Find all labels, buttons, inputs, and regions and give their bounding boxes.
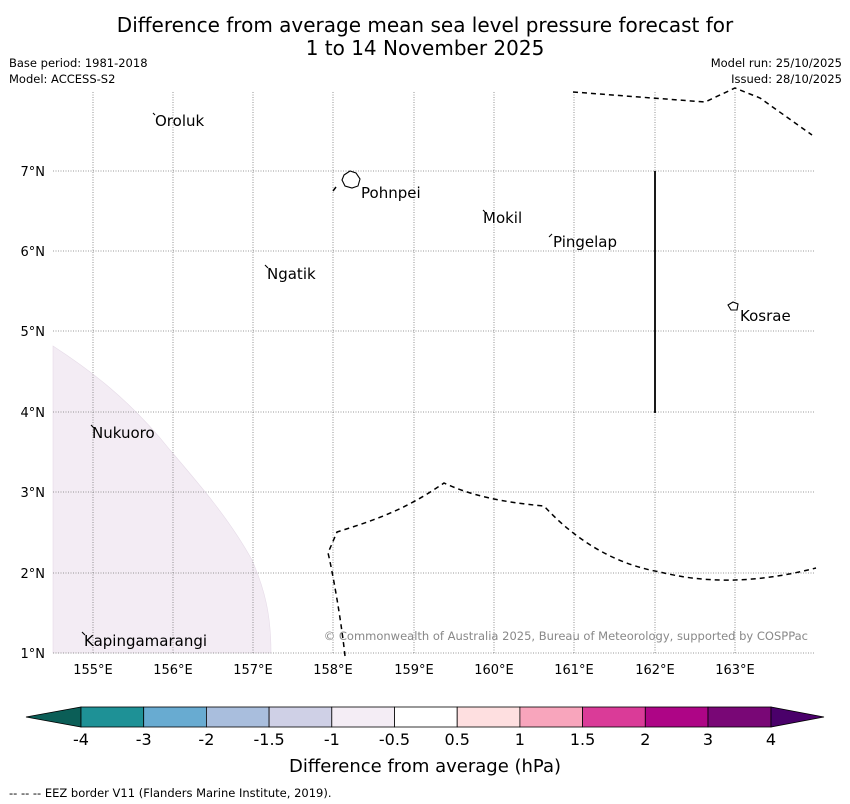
lat-label: 4°N xyxy=(21,406,46,421)
colorbar-label: 4 xyxy=(766,730,776,749)
lon-axis-labels: 155°E 156°E 157°E 158°E 159°E 160°E 161°… xyxy=(73,663,755,678)
lon-label: 156°E xyxy=(153,663,193,678)
label-pohnpei: Pohnpei xyxy=(361,184,421,202)
ngatik-atoll-mark xyxy=(264,264,269,269)
model-text: Model: ACCESS-S2 xyxy=(9,72,116,86)
lon-label: 160°E xyxy=(474,663,514,678)
oroluk-atoll-mark xyxy=(152,112,156,116)
colorbar-label: 0.5 xyxy=(444,730,469,749)
lon-label: 157°E xyxy=(233,663,273,678)
label-nukuoro: Nukuoro xyxy=(92,424,155,442)
lon-label: 155°E xyxy=(73,663,113,678)
pingelap-atoll-mark xyxy=(548,233,553,238)
colorbar-label: 2 xyxy=(640,730,650,749)
colorbar-label: -1 xyxy=(324,730,340,749)
colorbar-bin xyxy=(331,706,395,728)
lon-label: 163°E xyxy=(715,663,755,678)
colorbar-label: -1.5 xyxy=(253,730,284,749)
lon-label: 159°E xyxy=(394,663,434,678)
title-line-2: 1 to 14 November 2025 xyxy=(305,36,545,60)
colorbar-label: -0.5 xyxy=(379,730,410,749)
copyright-text: © Commonwealth of Australia 2025, Bureau… xyxy=(324,629,808,643)
lat-label: 7°N xyxy=(21,165,46,180)
kosrae-island-outline xyxy=(727,301,739,311)
colorbar-bin xyxy=(80,706,145,728)
colorbar-bin xyxy=(143,706,207,728)
lat-label: 3°N xyxy=(21,486,46,501)
label-ngatik: Ngatik xyxy=(267,265,316,283)
lon-label: 162°E xyxy=(635,663,675,678)
label-kapingamarangi: Kapingamarangi xyxy=(84,632,207,650)
islands xyxy=(81,112,739,636)
issued-text: Issued: 28/10/2025 xyxy=(731,72,842,86)
label-oroluk: Oroluk xyxy=(155,112,204,130)
eez-footnote: -- -- -- EEZ border V11 (Flanders Marine… xyxy=(9,786,332,800)
lat-label: 6°N xyxy=(21,245,46,260)
title-line-1: Difference from average mean sea level p… xyxy=(116,13,734,37)
colorbar-label: -2 xyxy=(198,730,214,749)
colorbar-bin xyxy=(394,706,458,728)
lon-label: 161°E xyxy=(554,663,594,678)
colorbar-arrow-below xyxy=(25,706,82,728)
place-labels: Oroluk Pohnpei Mokil Pingelap Ngatik Kos… xyxy=(84,112,791,650)
label-kosrae: Kosrae xyxy=(740,307,791,325)
colorbar-bin xyxy=(456,706,521,728)
label-mokil: Mokil xyxy=(483,209,522,227)
colorbar xyxy=(25,706,825,728)
colorbar-bin xyxy=(205,706,270,728)
colorbar-title: Difference from average (hPa) xyxy=(288,756,562,777)
meta-right: Model run: 25/10/2025 Issued: 28/10/2025 xyxy=(711,55,842,87)
colorbar-bin xyxy=(582,706,646,728)
colorbar-label: 1.5 xyxy=(570,730,595,749)
pohnpei-island-outline xyxy=(341,170,361,189)
eez-border-fragment xyxy=(332,186,337,192)
colorbar-bin xyxy=(268,706,333,728)
lat-label: 1°N xyxy=(21,647,46,662)
colorbar-label: -3 xyxy=(136,730,152,749)
kapingamarangi-atoll-mark xyxy=(81,631,86,636)
lon-label: 158°E xyxy=(313,663,353,678)
colorbar-labels: -4 -3 -2 -1.5 -1 -0.5 0.5 1 1.5 2 3 4 xyxy=(73,730,776,749)
colorbar-bin xyxy=(707,706,772,728)
meta-left: Base period: 1981-2018 Model: ACCESS-S2 xyxy=(9,55,148,87)
colorbar-label: 1 xyxy=(515,730,525,749)
lat-axis-labels: 7°N 6°N 5°N 4°N 3°N 2°N 1°N xyxy=(21,165,46,662)
pressure-anomaly-region xyxy=(52,345,272,654)
eez-border-north xyxy=(572,87,813,136)
colorbar-arrow-above xyxy=(770,706,825,728)
base-period-text: Base period: 1981-2018 xyxy=(9,56,148,70)
nukuoro-atoll-mark xyxy=(90,424,95,429)
eez-borders xyxy=(327,87,817,657)
label-pingelap: Pingelap xyxy=(553,233,617,251)
colorbar-bin xyxy=(644,706,709,728)
model-run-text: Model run: 25/10/2025 xyxy=(710,56,842,70)
colorbar-label: 3 xyxy=(703,730,713,749)
mokil-atoll-mark xyxy=(482,209,486,213)
colorbar-label: -4 xyxy=(73,730,89,749)
eez-border-south xyxy=(327,482,817,657)
lat-label: 2°N xyxy=(21,567,46,582)
colorbar-bin xyxy=(519,706,584,728)
lat-label: 5°N xyxy=(21,325,46,340)
map-title: Difference from average mean sea level p… xyxy=(0,14,850,60)
